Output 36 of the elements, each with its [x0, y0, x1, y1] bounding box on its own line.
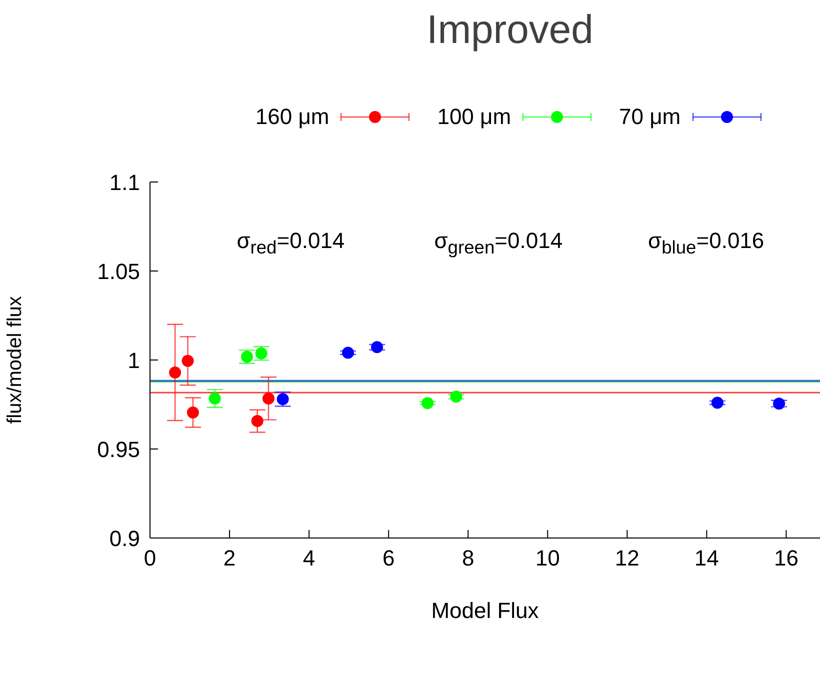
x-tick-label: 2 [223, 546, 236, 571]
point [182, 354, 194, 367]
point [241, 350, 254, 363]
point [422, 397, 434, 410]
x-tick-label: 12 [614, 546, 640, 571]
x-tick-label: 10 [535, 546, 560, 571]
point [711, 396, 724, 409]
x-tick-label: 4 [302, 546, 316, 571]
point [262, 392, 274, 404]
y-tick-label: 1.1 [109, 170, 140, 195]
point [450, 390, 462, 403]
y-tick-label: 1 [128, 348, 140, 373]
y-axis-title: flux/model flux [4, 296, 26, 424]
chart-title: Improved [426, 8, 594, 53]
y-tick-label: 0.9 [109, 526, 140, 551]
x-tick-label: 14 [694, 546, 719, 571]
point [186, 406, 199, 419]
point [208, 392, 221, 404]
x-tick-label: 6 [382, 546, 395, 571]
point [371, 341, 384, 354]
legend-label: 70 μm [619, 104, 681, 130]
legend-label: 100 μm [437, 104, 512, 130]
x-tick-label: 0 [144, 546, 156, 571]
annotation: σ$_{green}$=0.014 [433, 228, 564, 258]
point [342, 346, 354, 359]
annotation: σ$_{red}$=0.014 [236, 228, 346, 258]
point [773, 398, 786, 410]
x-axis-title: Model Flux [431, 598, 539, 623]
x-tick-label: 8 [462, 546, 474, 571]
point [251, 415, 264, 428]
y-tick-label: 0.95 [97, 436, 140, 462]
legend-label: 160 μm [255, 104, 330, 130]
x-tick-label: 16 [774, 546, 798, 571]
point [169, 366, 182, 378]
annotation: σ$_{blue}$=0.016 [647, 228, 766, 258]
y-tick-label: 1.05 [97, 258, 140, 284]
